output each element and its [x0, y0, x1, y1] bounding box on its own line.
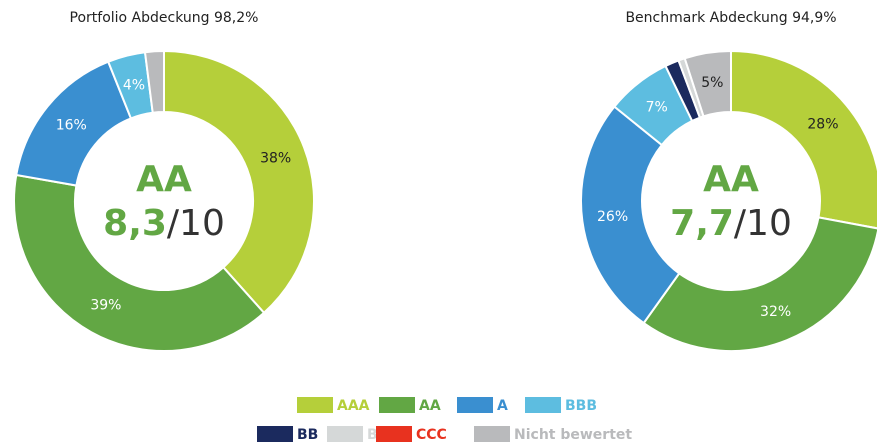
- legend-label: CCC: [416, 427, 447, 443]
- legend-item: BBB: [525, 397, 597, 414]
- legend-swatch: [525, 397, 561, 413]
- legend-item: B: [327, 426, 378, 443]
- legend-label: B: [367, 427, 378, 443]
- center-rating: AA: [703, 159, 759, 200]
- center-score: 8,3/10: [103, 203, 225, 244]
- donut-slice: [163, 49, 315, 315]
- slice-label: 28%: [807, 117, 838, 133]
- donut-slice: [642, 216, 877, 352]
- legend-swatch: [376, 426, 412, 442]
- legend-label: Nicht bewertet: [514, 427, 632, 443]
- legend-label: BB: [297, 427, 318, 443]
- chart-title: Benchmark Abdeckung 94,9%: [625, 10, 836, 26]
- chart-title: Portfolio Abdeckung 98,2%: [70, 10, 259, 26]
- donut-slice: [730, 49, 877, 230]
- legend-swatch: [457, 397, 493, 413]
- legend-label: BBB: [565, 398, 597, 414]
- slice-label: 5%: [701, 75, 723, 91]
- score-scale: /10: [167, 203, 225, 244]
- legend-swatch: [474, 426, 510, 442]
- donut-slice: [13, 173, 266, 352]
- legend-label: A: [497, 398, 508, 414]
- slice-label: 7%: [646, 99, 668, 115]
- score-scale: /10: [734, 203, 792, 244]
- center-rating: AA: [136, 159, 192, 200]
- donut-slice: [579, 105, 681, 325]
- slice-label: 26%: [597, 209, 628, 225]
- legend-item: A: [457, 397, 508, 414]
- legend-item: AA: [379, 397, 441, 414]
- donut-slice: [683, 49, 732, 118]
- legend-item: BB: [257, 426, 318, 443]
- legend-label: AA: [419, 398, 441, 414]
- slice-label: 32%: [760, 304, 791, 320]
- slice-label: 39%: [90, 297, 121, 313]
- score: 7,7: [670, 203, 734, 244]
- legend-label: AAA: [337, 398, 370, 414]
- legend-swatch: [257, 426, 293, 442]
- legend-item: Nicht bewertet: [474, 426, 632, 443]
- center-score: 7,7/10: [670, 203, 792, 244]
- slice-label: 4%: [123, 77, 145, 93]
- donut-slice: [143, 49, 165, 114]
- legend-swatch: [379, 397, 415, 413]
- legend-swatch: [327, 426, 363, 442]
- slice-label: 38%: [260, 150, 291, 166]
- score: 8,3: [103, 203, 167, 244]
- legend-item: AAA: [297, 397, 370, 414]
- slice-label: 16%: [56, 118, 87, 134]
- legend-swatch: [297, 397, 333, 413]
- legend-item: CCC: [376, 426, 447, 443]
